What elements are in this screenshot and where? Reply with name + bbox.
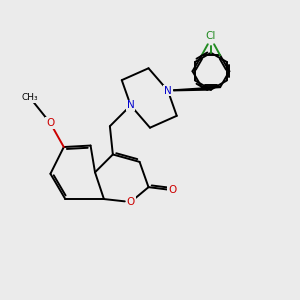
- Text: N: N: [127, 100, 135, 110]
- Text: CH₃: CH₃: [21, 94, 38, 103]
- Text: N: N: [164, 85, 172, 96]
- Text: Cl: Cl: [206, 31, 216, 41]
- Text: O: O: [46, 118, 55, 128]
- Text: O: O: [168, 185, 176, 195]
- Text: O: O: [127, 197, 135, 207]
